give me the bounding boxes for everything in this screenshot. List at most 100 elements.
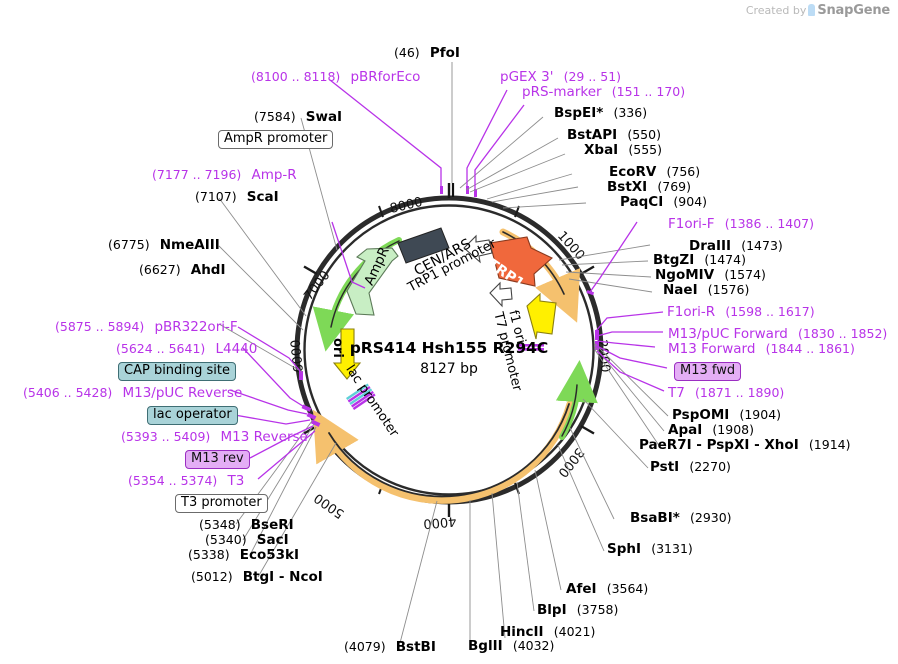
map-label-m13fwdseq[interactable]: M13 Forward (1844 .. 1861) <box>668 340 855 357</box>
map-label-position: (4021) <box>553 624 596 639</box>
map-label-l4440[interactable]: (5624 .. 5641) L4440 <box>116 340 257 357</box>
map-label-position: (5875 .. 5894) <box>55 319 145 334</box>
map-label-t3seq[interactable]: (5354 .. 5374) T3 <box>128 472 244 489</box>
map-label-ahdi[interactable]: (6627) AhdI <box>139 261 226 278</box>
plasmid-title-group: pRS414 Hsh155 R294C 8127 bp <box>299 339 599 377</box>
map-label-btgi[interactable]: (5012) BtgI - NcoI <box>191 568 323 585</box>
map-label-name: BglII <box>468 638 503 654</box>
map-label-name: Eco53kI <box>239 547 300 563</box>
map-label-bstapi[interactable]: BstAPI (550) <box>567 126 661 143</box>
map-label-position: (1574) <box>724 267 766 282</box>
map-label-position: (151 .. 170) <box>611 84 686 99</box>
map-label-naei[interactable]: NaeI (1576) <box>663 281 749 298</box>
map-label-pfoI[interactable]: (46) PfoI <box>394 44 460 61</box>
map-label-f1orif[interactable]: F1ori-F (1386 .. 1407) <box>668 215 814 232</box>
map-label-name: BtgZI <box>653 252 695 268</box>
map-label-paqci[interactable]: PaqCI (904) <box>620 193 707 210</box>
map-label-apai[interactable]: ApaI (1908) <box>668 421 754 438</box>
boxed-label-t3-promoter[interactable]: T3 promoter <box>175 494 268 513</box>
map-label-name: pBRforEco <box>350 69 421 85</box>
map-label-name: PstI <box>650 459 680 475</box>
map-label-bspei[interactable]: BspEI* (336) <box>554 104 647 121</box>
map-label-pbrforeco[interactable]: (8100 .. 8118) pBRforEco <box>251 68 420 85</box>
boxed-label-ampr-promoter[interactable]: AmpR promoter <box>218 130 334 149</box>
map-label-ampr[interactable]: (7177 .. 7196) Amp-R <box>152 166 297 183</box>
map-label-bstbi[interactable]: (4079) BstBI <box>344 638 436 655</box>
map-label-position: (1830 .. 1852) <box>798 326 888 341</box>
map-label-position: (769) <box>657 179 692 194</box>
gene-arrow-trp1[interactable] <box>489 236 553 287</box>
map-label-prsmarker[interactable]: pRS-marker (151 .. 170) <box>522 83 685 100</box>
map-label-name: NgoMIV <box>655 267 715 283</box>
map-label-ngomiv[interactable]: NgoMIV (1574) <box>655 266 766 283</box>
tick-label-6000: 6000 <box>289 339 307 373</box>
map-label-draiii[interactable]: DraIII (1473) <box>689 237 783 254</box>
map-label-afei[interactable]: AfeI (3564) <box>566 580 648 597</box>
gene-arrow-f1-ori[interactable] <box>526 292 557 340</box>
gene-arrow-t7-promoter[interactable] <box>489 281 513 308</box>
label-gap <box>597 578 607 597</box>
label-gap <box>112 382 122 401</box>
map-label-hincii[interactable]: HincII (4021) <box>500 623 595 640</box>
map-label-t7seq[interactable]: T7 (1871 .. 1890) <box>668 384 784 401</box>
map-label-position: (756) <box>666 164 701 179</box>
map-label-bstxi[interactable]: BstXI (769) <box>607 178 691 195</box>
map-label-paer7i[interactable]: PaeR7I - PspXI - XhoI (1914) <box>639 436 850 453</box>
map-label-m13pucrev[interactable]: (5406 .. 5428) M13/pUC Reverse <box>23 384 242 401</box>
map-label-swai[interactable]: (7584) SwaI <box>254 108 342 125</box>
map-label-name: AhdI <box>190 262 226 278</box>
map-label-name: PaqCI <box>620 194 664 210</box>
label-gap <box>679 456 689 475</box>
gene-block-cen-ars[interactable] <box>397 227 450 264</box>
boxed-label-cap-binding-site[interactable]: CAP binding site <box>118 362 237 381</box>
map-label-name: BseRI <box>250 517 294 533</box>
map-label-name: BstBI <box>395 639 436 655</box>
map-label-f1orir[interactable]: F1ori-R (1598 .. 1617) <box>667 303 815 320</box>
gene-arrow-ori[interactable] <box>332 328 362 380</box>
mcs-feature-stack[interactable] <box>346 383 376 410</box>
gene-arrow-ampr[interactable] <box>346 247 399 316</box>
map-label-saci[interactable]: (5340) SacI <box>205 531 289 548</box>
map-label-ecorv[interactable]: EcoRV (756) <box>609 163 700 180</box>
map-label-eco53ki[interactable]: (5338) Eco53kI <box>188 546 299 563</box>
label-gap <box>799 434 809 453</box>
map-label-m13pucfwd[interactable]: M13/pUC Forward (1830 .. 1852) <box>668 325 887 342</box>
tick-label-5000: 5000 <box>312 490 348 521</box>
map-label-position: (1908) <box>712 422 754 437</box>
map-label-psti[interactable]: PstI (2270) <box>650 458 731 475</box>
map-label-position: (555) <box>628 142 663 157</box>
map-label-name: T7 <box>668 385 685 401</box>
map-label-blpi[interactable]: BlpI (3758) <box>537 601 618 618</box>
map-label-name: XbaI <box>584 142 619 158</box>
map-label-name: pBR322ori-F <box>154 319 238 335</box>
map-label-name: SacI <box>256 532 289 548</box>
boxed-label-lac-operator[interactable]: lac operator <box>147 406 238 425</box>
map-label-position: (7107) <box>195 189 237 204</box>
map-label-name: pRS-marker <box>522 84 602 100</box>
map-label-bsabi[interactable]: BsaBI* (2930) <box>630 509 732 526</box>
map-label-scai[interactable]: (7107) ScaI <box>195 188 279 205</box>
map-label-name: BstAPI <box>567 127 618 143</box>
map-label-name: NmeAIII <box>159 237 220 253</box>
map-label-name: M13/pUC Reverse <box>122 385 243 401</box>
map-label-name: T3 <box>227 473 245 489</box>
map-label-pgex3[interactable]: pGEX 3' (29 .. 51) <box>500 68 621 85</box>
map-label-bglii[interactable]: BglII (4032) <box>468 637 554 654</box>
map-label-position: (5338) <box>188 547 230 562</box>
map-label-sphi[interactable]: SphI (3131) <box>607 540 693 557</box>
map-label-btgzi[interactable]: BtgZI (1474) <box>653 251 746 268</box>
mcs-feature-right[interactable] <box>518 344 544 351</box>
map-label-xbai[interactable]: XbaI (555) <box>584 141 662 158</box>
plasmid-name: pRS414 Hsh155 R294C <box>349 339 549 357</box>
map-label-m13revseq[interactable]: (5393 .. 5409) M13 Reverse <box>121 428 308 445</box>
map-label-bseri[interactable]: (5348) BseRI <box>199 516 294 533</box>
boxed-label-m13-rev[interactable]: M13 rev <box>185 450 250 469</box>
map-label-name: BlpI <box>537 602 567 618</box>
snapgene-logo-icon <box>808 4 816 16</box>
boxed-label-m13-fwd[interactable]: M13 fwd <box>674 362 742 381</box>
map-label-nmeaiii[interactable]: (6775) NmeAIII <box>108 236 220 253</box>
map-label-pbr322orif[interactable]: (5875 .. 5894) pBR322ori-F <box>55 318 238 335</box>
map-label-pspomi[interactable]: PspOMI (1904) <box>672 406 781 423</box>
gene-arrow-trp1-promoter[interactable] <box>463 234 493 264</box>
map-label-name: EcoRV <box>609 164 657 180</box>
